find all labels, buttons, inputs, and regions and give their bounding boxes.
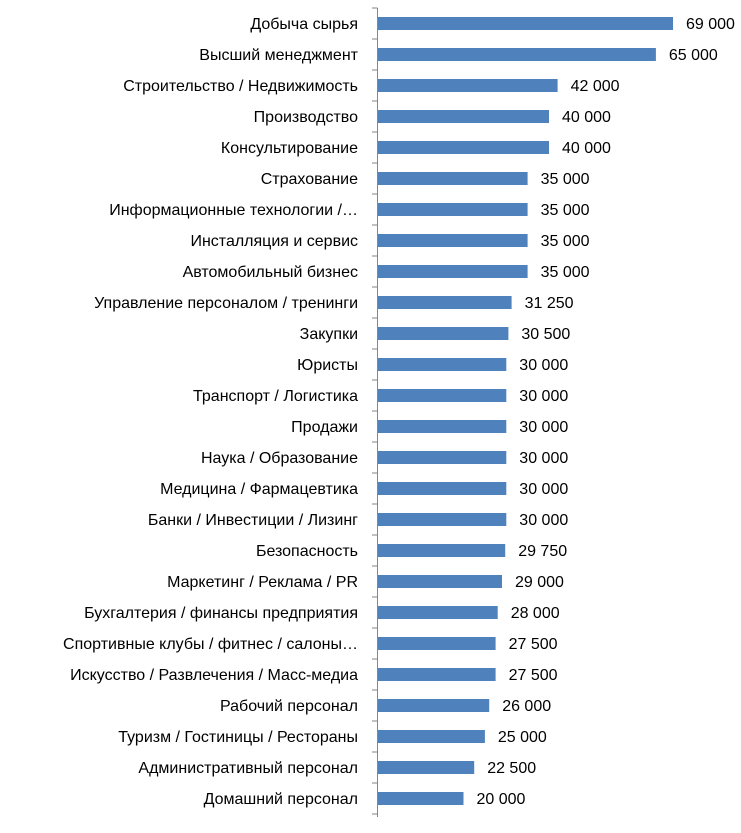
bar — [378, 234, 528, 247]
value-label: 69 000 — [686, 16, 735, 33]
bar — [378, 575, 502, 588]
bar — [378, 389, 507, 402]
category-label: Банки / Инвестиции / Лизинг — [148, 512, 358, 529]
value-label: 30 000 — [519, 481, 568, 498]
bar — [378, 172, 528, 185]
value-label: 30 000 — [519, 357, 568, 374]
category-label: Производство — [254, 109, 358, 126]
bar — [378, 544, 506, 557]
bar — [378, 141, 549, 154]
bar — [378, 203, 528, 216]
category-label: Домашний персонал — [204, 791, 358, 808]
value-label: 27 500 — [509, 667, 558, 684]
bar — [378, 358, 507, 371]
value-label: 28 000 — [511, 605, 560, 622]
category-label: Закупки — [300, 326, 358, 343]
y-axis-ticks — [372, 7, 378, 815]
value-label: 29 750 — [518, 543, 567, 560]
bar — [378, 17, 673, 30]
category-label: Спортивные клубы / фитнес / салоны… — [63, 636, 358, 653]
bar — [378, 513, 507, 526]
bar — [378, 637, 496, 650]
category-label: Безопасность — [256, 543, 358, 560]
category-label: Информационные технологии /… — [109, 202, 358, 219]
bar — [378, 79, 558, 92]
value-label: 30 000 — [519, 450, 568, 467]
value-label: 35 000 — [541, 233, 590, 250]
value-label: 30 000 — [519, 419, 568, 436]
value-label: 29 000 — [515, 574, 564, 591]
value-label: 35 000 — [541, 171, 590, 188]
bar — [378, 668, 496, 681]
bar — [378, 792, 464, 805]
value-label: 35 000 — [541, 264, 590, 281]
category-label: Рабочий персонал — [220, 698, 358, 715]
value-labels: 69 000 65 000 42 000 40 000 40 000 35 000 35 0… — [477, 16, 736, 808]
category-label: Управление персоналом / тренинги — [94, 295, 358, 312]
category-label: Продажи — [291, 419, 358, 436]
category-label: Строительство / Недвижимость — [123, 78, 358, 95]
value-label: 22 500 — [487, 760, 536, 777]
category-label: Искусство / Развлечения / Масс-медиа — [70, 667, 358, 684]
bar — [378, 451, 507, 464]
category-label: Транспорт / Логистика — [193, 388, 358, 405]
category-label: Наука / Образование — [201, 450, 358, 467]
value-label: 65 000 — [669, 47, 718, 64]
category-label: Медицина / Фармацевтика — [160, 481, 358, 498]
bar — [378, 730, 485, 743]
category-label: Юристы — [297, 357, 358, 374]
value-label: 35 000 — [541, 202, 590, 219]
bar — [378, 699, 490, 712]
bar — [378, 296, 512, 309]
bar — [378, 761, 475, 774]
bar — [378, 265, 528, 278]
value-label: 30 500 — [521, 326, 570, 343]
category-label: Автомобильный бизнес — [183, 264, 358, 281]
value-label: 20 000 — [477, 791, 526, 808]
category-label: Инсталляция и сервис — [190, 233, 358, 250]
bar — [378, 327, 509, 340]
value-label: 40 000 — [562, 140, 611, 157]
bar — [378, 48, 656, 61]
value-label: 30 000 — [519, 512, 568, 529]
value-label: 40 000 — [562, 109, 611, 126]
category-labels: Добыча сырья Высший менеджмент Строительст… — [63, 16, 359, 808]
value-label: 27 500 — [509, 636, 558, 653]
bars-group — [378, 17, 673, 805]
category-label: Высший менеджмент — [199, 47, 358, 64]
bar — [378, 110, 549, 123]
category-label: Страхование — [261, 171, 358, 188]
bar — [378, 606, 498, 619]
category-label: Добыча сырья — [250, 16, 358, 33]
value-label: 30 000 — [519, 388, 568, 405]
value-label: 26 000 — [502, 698, 551, 715]
value-label: 25 000 — [498, 729, 547, 746]
value-label: 42 000 — [571, 78, 620, 95]
bar — [378, 482, 507, 495]
category-label: Административный персонал — [138, 760, 358, 777]
value-label: 31 250 — [525, 295, 574, 312]
category-label: Маркетинг / Реклама / PR — [167, 574, 358, 591]
bar — [378, 420, 507, 433]
category-label: Туризм / Гостиницы / Рестораны — [118, 729, 358, 746]
category-label: Бухгалтерия / финансы предприятия — [84, 605, 358, 622]
category-label: Консультирование — [221, 140, 358, 157]
